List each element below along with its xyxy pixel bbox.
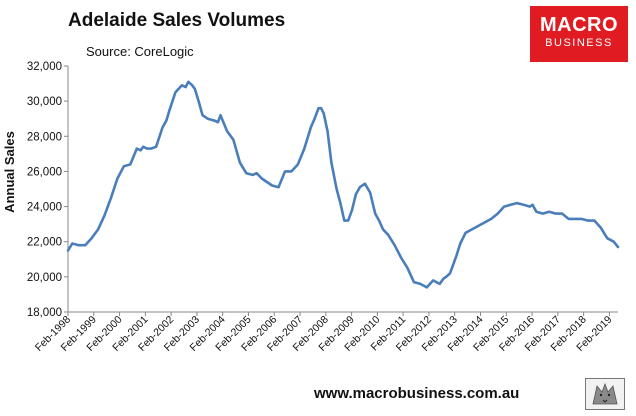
y-tick-label: 20,000 [27,272,62,284]
website-link[interactable]: www.macrobusiness.com.au [314,385,520,402]
y-axis-label: Annual Sales [2,131,17,213]
wolf-icon [585,378,625,410]
series-line-0 [66,80,620,289]
y-axis: 18,000 20,000 22,000 24,000 26,000 28,000 30,0… [27,61,69,319]
y-tick-label: 24,000 [27,202,62,214]
x-axis: Feb-1998Feb-1999Feb-2000Feb-2001Feb-2002… [33,311,618,354]
y-tick-label: 28,000 [27,131,62,143]
y-tick-label: 18,000 [27,307,62,319]
series-layer [66,80,620,289]
logo-line-2: BUSINESS [545,37,613,49]
macrobusiness-logo[interactable]: MACRO BUSINESS [530,6,628,62]
y-tick-label: 26,000 [27,166,62,178]
logo-line-1: MACRO [539,14,619,36]
chart-source: Source: CoreLogic [86,44,194,59]
y-tick-label: 32,000 [27,61,62,73]
y-tick-label: 22,000 [27,237,62,249]
chart-title: Adelaide Sales Volumes [68,10,286,31]
y-tick-label: 30,000 [27,96,62,108]
